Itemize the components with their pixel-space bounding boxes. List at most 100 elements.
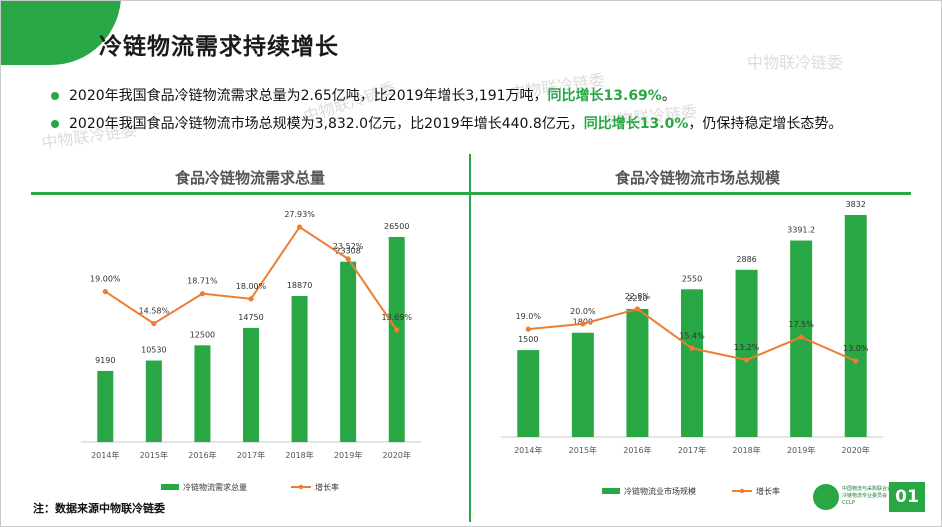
bar-value-label: 1500 bbox=[518, 335, 538, 344]
x-tick-label: 2020年 bbox=[383, 450, 411, 460]
bar bbox=[340, 261, 357, 442]
x-tick-label: 2017年 bbox=[237, 450, 265, 460]
section-divider bbox=[31, 192, 911, 195]
legend-label: 冷链物流业市场规模 bbox=[624, 486, 696, 496]
legend-bar-swatch bbox=[161, 484, 179, 490]
line-point bbox=[248, 296, 254, 302]
line-value-label: 27.93% bbox=[284, 210, 315, 219]
bar bbox=[388, 237, 405, 442]
x-tick-label: 2018年 bbox=[732, 445, 760, 455]
line-point bbox=[580, 321, 586, 327]
x-tick-label: 2014年 bbox=[91, 450, 119, 460]
legend-label: 增长率 bbox=[315, 482, 339, 492]
legend-bar-swatch bbox=[602, 488, 620, 494]
org-name-2: 冷链物流专业委员会 bbox=[842, 493, 888, 499]
bar-value-label: 18870 bbox=[287, 281, 312, 290]
page-number: 01 bbox=[889, 482, 925, 512]
bullet-demand: 2020年我国食品冷链物流需求总量为2.65亿吨，比2019年增长3,191万吨… bbox=[51, 85, 899, 107]
x-tick-label: 2015年 bbox=[569, 445, 597, 455]
bar bbox=[626, 308, 649, 437]
bar bbox=[844, 215, 867, 437]
line-value-label: 20.0% bbox=[570, 307, 596, 316]
x-tick-label: 2018年 bbox=[285, 450, 313, 460]
org-logo-icon bbox=[813, 484, 839, 510]
line-value-label: 19.0% bbox=[516, 312, 542, 321]
footer-org: 中国物流与采购联合会 冷链物流专业委员会 CCLP bbox=[842, 486, 892, 507]
line-point bbox=[102, 288, 108, 295]
x-tick-label: 2014年 bbox=[514, 445, 542, 455]
bar-value-label: 10530 bbox=[141, 346, 166, 355]
legend-line-marker bbox=[298, 484, 304, 490]
source-note: 注：数据来源中物联冷链委 bbox=[33, 502, 165, 515]
line-point bbox=[296, 224, 303, 230]
demand-chart: 9190 2014年 10530 2015年 12500 2016年 14750 2017年 1… bbox=[81, 210, 421, 492]
bar bbox=[145, 360, 162, 442]
line-point bbox=[199, 291, 206, 297]
line-value-label: 13.2% bbox=[734, 343, 760, 352]
legend-label: 冷链物流需求总量 bbox=[183, 482, 247, 492]
line-point bbox=[853, 358, 859, 364]
line-point bbox=[394, 327, 400, 333]
bullet-dot bbox=[51, 120, 59, 128]
bar-value-label: 3391.2 bbox=[787, 226, 815, 235]
market-chart: 15002014年18002015年22102016年25502017年2886… bbox=[501, 200, 883, 496]
bar bbox=[681, 289, 703, 437]
line-value-label: 17.5% bbox=[788, 320, 814, 329]
x-tick-label: 2019年 bbox=[334, 450, 362, 460]
x-tick-label: 2016年 bbox=[188, 450, 216, 460]
bar-value-label: 23308 bbox=[335, 247, 360, 256]
page-title: 冷链物流需求持续增长 bbox=[99, 34, 339, 60]
bullet-tail: ，仍保持稳定增长态势。 bbox=[688, 116, 843, 132]
bar-value-label: 3832 bbox=[846, 200, 866, 209]
bar-value-label: 2550 bbox=[682, 274, 702, 283]
line-value-label: 18.71% bbox=[187, 277, 218, 286]
chart-title-market: 食品冷链物流市场总规模 bbox=[615, 169, 781, 187]
column-divider bbox=[469, 154, 471, 522]
bar bbox=[291, 296, 308, 442]
bar bbox=[97, 370, 114, 442]
line-point bbox=[689, 345, 695, 351]
bar bbox=[735, 269, 758, 437]
line-point bbox=[634, 306, 641, 312]
bar-value-label: 2210 bbox=[627, 294, 647, 303]
bar bbox=[243, 327, 259, 442]
bar-value-label: 12500 bbox=[190, 330, 215, 339]
line-value-label: 15.4% bbox=[679, 331, 705, 340]
line-value-label: 23.52% bbox=[333, 242, 364, 251]
line-point bbox=[743, 357, 750, 363]
line-value-label: 14.58% bbox=[139, 307, 170, 316]
legend-line-marker bbox=[739, 488, 745, 494]
line-value-label: 22.8% bbox=[625, 292, 651, 301]
bullet-highlight: 同比增长13.69% bbox=[547, 88, 662, 104]
line-value-label: 13.0% bbox=[843, 344, 869, 353]
line-point bbox=[345, 256, 351, 262]
line-point bbox=[151, 320, 157, 327]
legend-label: 增长率 bbox=[756, 486, 780, 496]
bar bbox=[517, 350, 540, 437]
x-tick-label: 2017年 bbox=[678, 445, 706, 455]
line-point bbox=[525, 326, 531, 332]
bullet-text: 2020年我国食品冷链物流需求总量为2.65亿吨，比2019年增长3,191万吨… bbox=[69, 88, 548, 104]
bullet-tail: 。 bbox=[661, 88, 676, 104]
chart-title-demand: 食品冷链物流需求总量 bbox=[175, 169, 326, 187]
watermark: 中物联冷链委 bbox=[747, 53, 844, 72]
x-tick-label: 2019年 bbox=[787, 445, 815, 455]
bar-value-label: 14750 bbox=[238, 313, 263, 322]
bullet-highlight: 同比增长13.0% bbox=[583, 116, 689, 132]
x-tick-label: 2016年 bbox=[623, 445, 651, 455]
bar bbox=[571, 332, 594, 437]
bar-value-label: 2886 bbox=[736, 255, 756, 264]
bullet-text: 2020年我国食品冷链物流市场总规模为3,832.0亿元，比2019年增长440… bbox=[69, 116, 584, 132]
line-value-label: 19.00% bbox=[90, 275, 121, 284]
line-value-label: 13.69% bbox=[381, 313, 412, 322]
bullet-dot bbox=[51, 92, 59, 100]
bar-value-label: 9190 bbox=[95, 356, 115, 365]
org-name-1: 中国物流与采购联合会 bbox=[842, 486, 893, 492]
org-abbr: CCLP bbox=[842, 500, 855, 506]
bar-value-label: 26500 bbox=[384, 222, 409, 231]
line-value-label: 18.00% bbox=[236, 282, 267, 291]
x-tick-label: 2015年 bbox=[140, 450, 168, 460]
bullet-market: 2020年我国食品冷链物流市场总规模为3,832.0亿元，比2019年增长440… bbox=[51, 113, 899, 135]
x-tick-label: 2020年 bbox=[842, 445, 870, 455]
